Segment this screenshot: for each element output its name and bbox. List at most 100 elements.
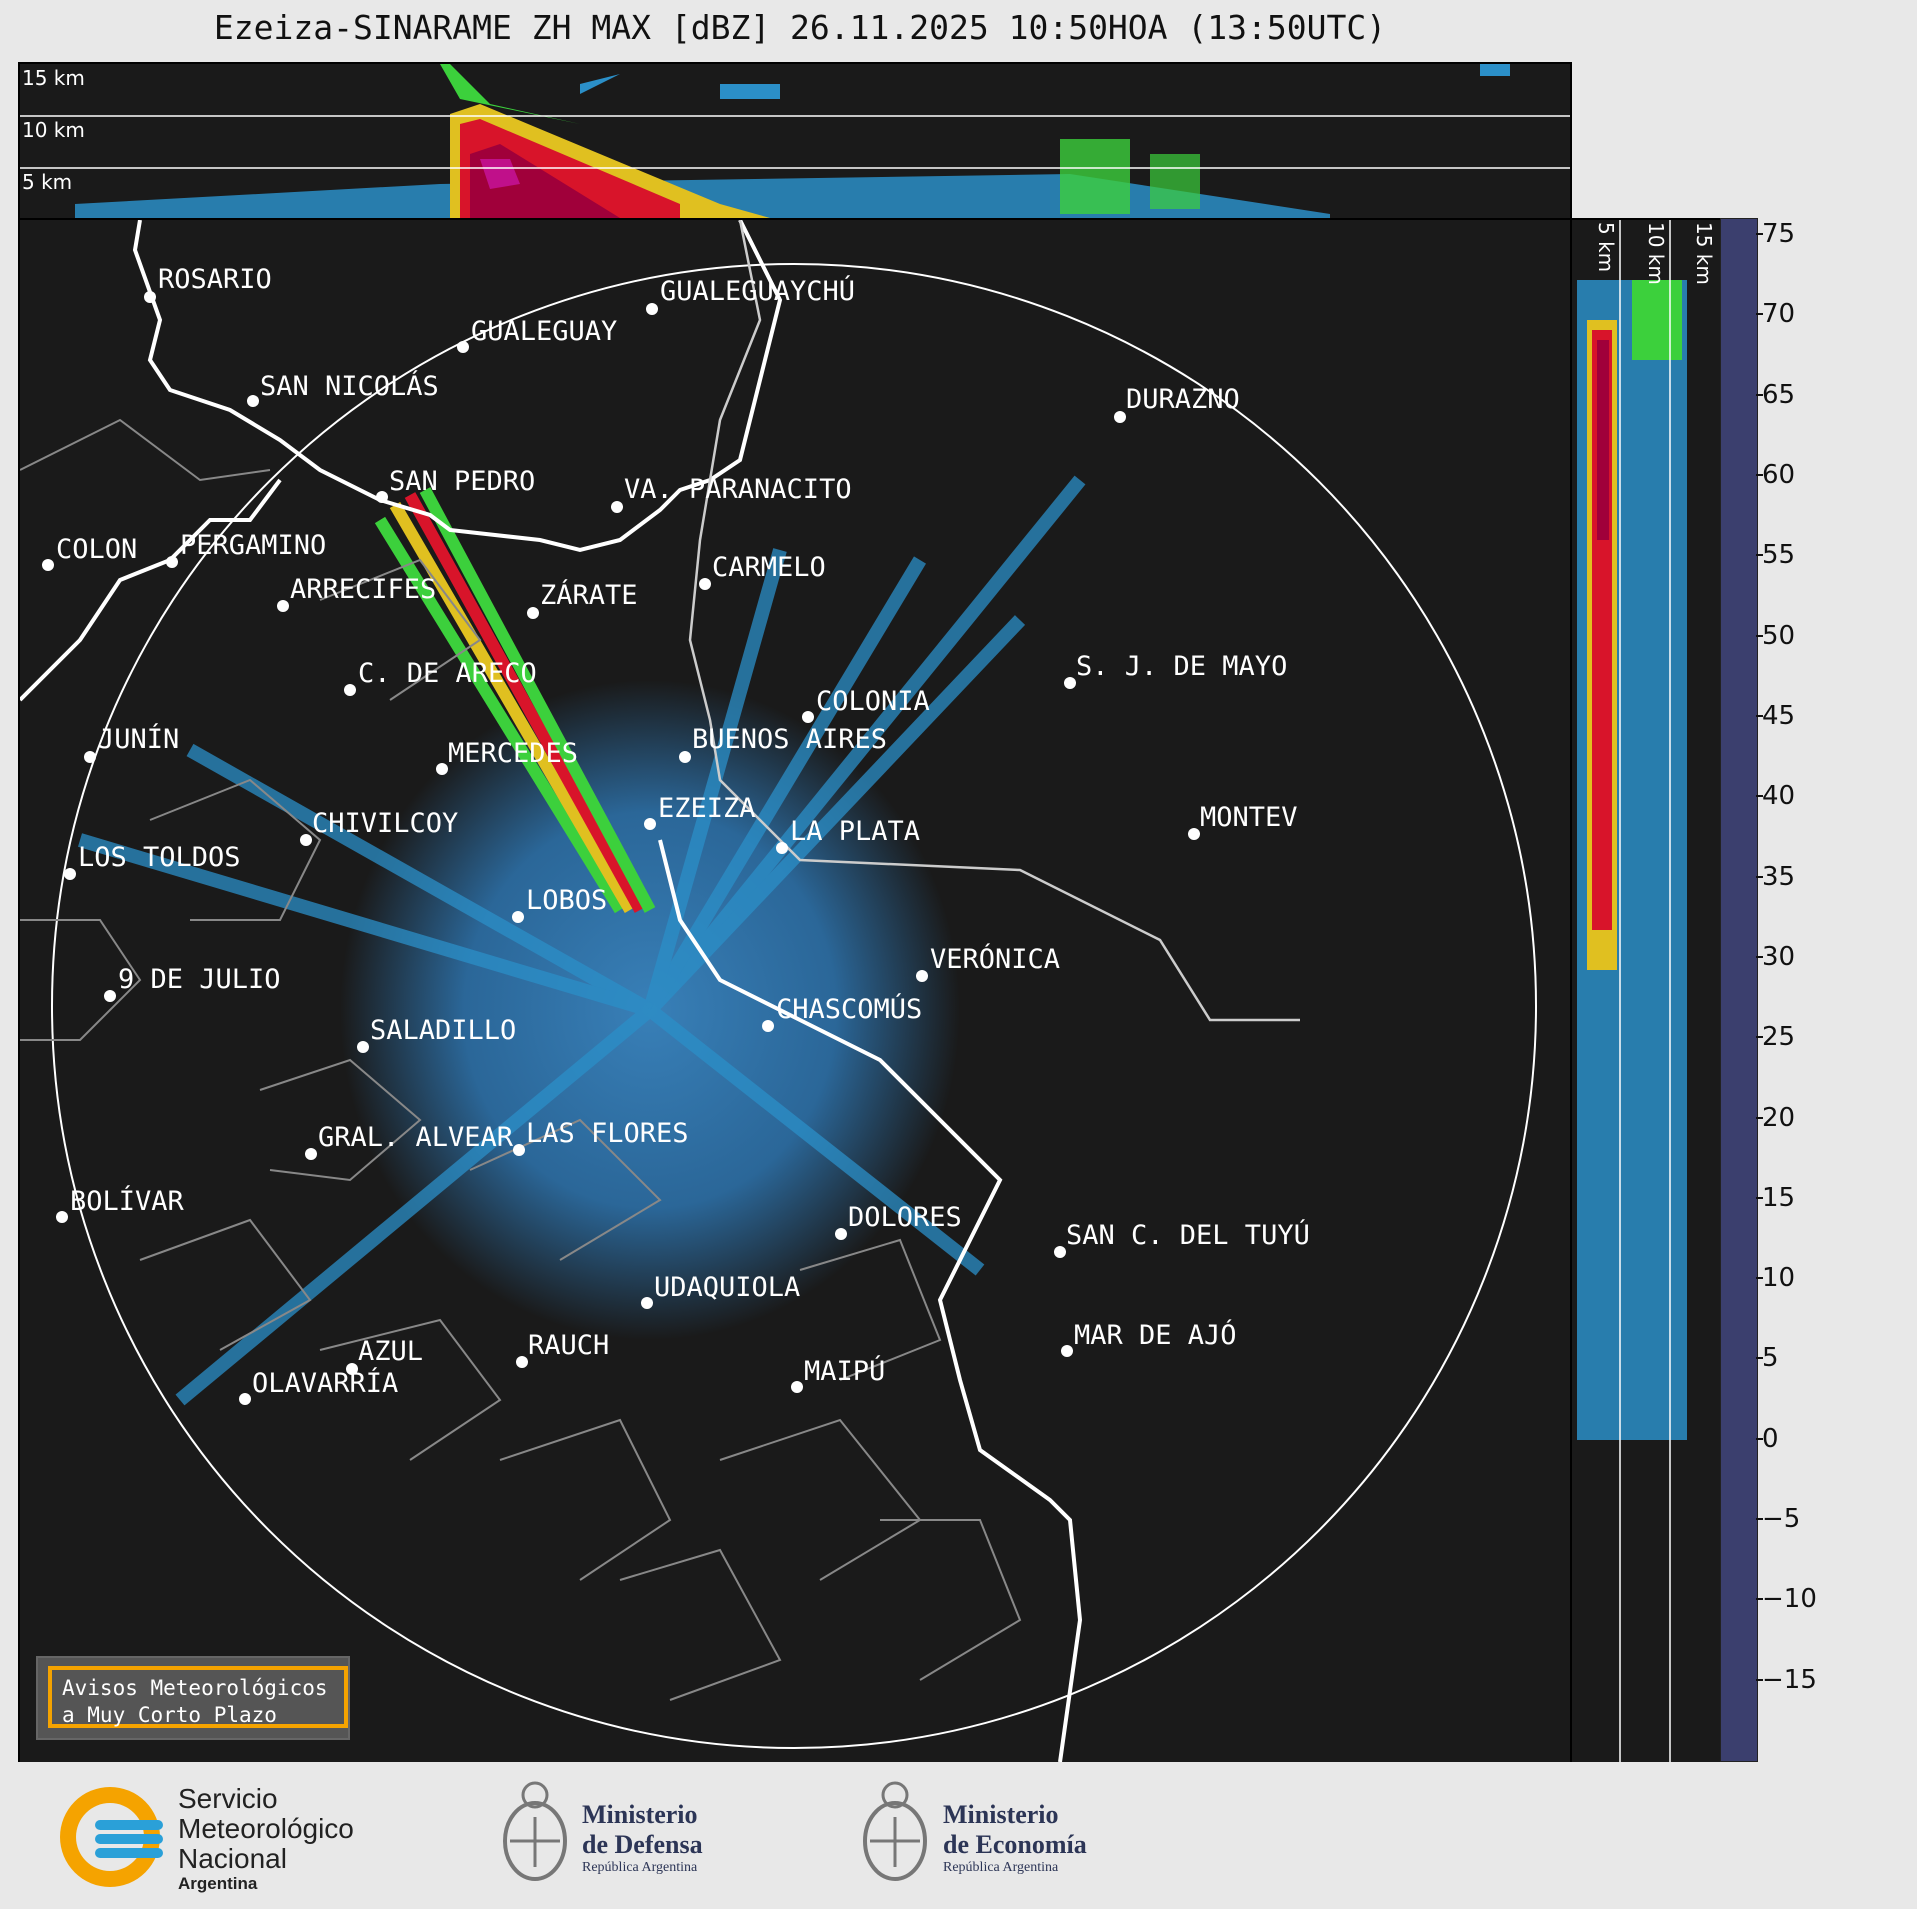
side-alt-label-15km: 15 km [1692,222,1716,285]
colorbar-tick-mark [1756,1598,1763,1601]
city-label: JUNÍN [98,723,179,755]
colorbar-tick-mark [1756,554,1763,557]
city-label: AZUL [358,1336,423,1367]
economia-line2: de Economía [943,1830,1087,1859]
city-label: VA. PARANACITO [624,474,852,505]
city-label: PERGAMINO [180,530,326,561]
city-label: GRAL. ALVEAR [318,1122,514,1153]
city-label: DOLORES [848,1202,962,1233]
city-label: SAN PEDRO [389,466,535,497]
city-label: LOS TOLDOS [78,842,241,873]
economia-logo-text: Ministerio de Economía República Argenti… [943,1800,1087,1876]
city-label: MONTEV [1200,802,1298,833]
city-label: SAN C. DEL TUYÚ [1066,1219,1310,1251]
city-labels: ROSARIO GUALEGUAYCHÚ GUALEGUAY SAN NICOL… [56,264,1310,1399]
alt-label-5km: 5 km [22,170,73,194]
top-cross-section-plot [20,64,1570,218]
border-line [20,478,282,702]
radar-map-svg: ROSARIO GUALEGUAYCHÚ GUALEGUAY SAN NICOL… [20,220,1537,1762]
colorbar-tick-label: 50 [1762,620,1796,651]
avisos-label[interactable]: Avisos Meteorológicos a Muy Corto Plazo [48,1666,348,1728]
smn-logo-icon [60,1787,163,1887]
colorbar-tick-label: 60 [1762,460,1796,490]
city-label: BUENOS AIRES [692,724,887,755]
side-alt-label-10km: 10 km [1644,222,1668,285]
city-label: VERÓNICA [930,943,1060,975]
colorbar-tick-mark [1756,875,1763,878]
smn-line1: Servicio [178,1783,278,1814]
city-label: COLONIA [816,686,930,717]
colorbar-tick-mark [1756,1518,1763,1521]
avisos-box[interactable]: Avisos Meteorológicos a Muy Corto Plazo [36,1656,350,1740]
city-label: CHASCOMÚS [776,993,922,1025]
colorbar-tick-mark [1756,1678,1763,1681]
storm-band [374,487,656,914]
city-label: OLAVARRÍA [252,1367,398,1399]
colorbar [1720,218,1758,1762]
colorbar-tick-label: 70 [1762,299,1796,330]
city-label: 9 DE JULIO [118,964,281,995]
side-alt-label-5km: 5 km [1594,222,1618,273]
colorbar-tick-label: 30 [1762,941,1796,972]
smn-logo-text: Servicio Meteorológico Nacional Argentin… [178,1784,354,1894]
colorbar-tick-mark [1756,1196,1763,1199]
colorbar-tick-mark [1756,1036,1763,1039]
argentina-seal-icon [503,1781,567,1881]
city-label: SAN NICOLÁS [260,370,439,402]
city-label: EZEIZA [658,793,756,824]
city-label: C. DE ARECO [358,658,537,689]
city-label: ZÁRATE [540,579,638,611]
range-ring [51,263,1537,1749]
uruguay-coast [688,220,1300,1022]
colorbar-tick-label: 5 [1762,1343,1779,1374]
colorbar-tick-mark [1756,955,1763,958]
city-label: UDAQUIOLA [654,1272,800,1303]
city-label: BOLÍVAR [70,1185,185,1217]
city-label: MAR DE AJÓ [1074,1319,1237,1351]
colorbar-tick-label: 35 [1762,861,1796,892]
defensa-logo-text: Ministerio de Defensa República Argentin… [582,1800,703,1876]
colorbar-tick-mark [1756,1116,1763,1119]
coastline-north [132,220,783,553]
colorbar-tick-mark [1756,474,1763,476]
colorbar-tick-mark [1756,233,1763,236]
city-label: RAUCH [528,1330,609,1361]
colorbar-tick-label: −15 [1762,1664,1817,1695]
colorbar-tick-label: 25 [1762,1022,1796,1053]
city-label: DURAZNO [1126,384,1240,415]
side-cross-section: 5 km 10 km 15 km [1570,218,1722,1764]
colorbar-tick-label: 45 [1762,700,1796,731]
side-cross-section-plot [1577,220,1687,1762]
economia-line3: República Argentina [943,1860,1059,1875]
city-label: SALADILLO [370,1015,516,1046]
colorbar-tick-label: 10 [1762,1263,1796,1294]
smn-line3: Nacional [178,1843,287,1874]
colorbar-tick-mark [1756,795,1763,798]
smn-line2: Meteorológico [178,1813,354,1844]
avisos-line2: a Muy Corto Plazo [62,1703,277,1727]
colorbar-tick-mark [1756,1277,1763,1280]
defensa-line1: Ministerio [582,1800,698,1829]
city-label: CARMELO [712,552,826,583]
colorbar-tick-mark [1756,1437,1763,1440]
city-markers [42,291,1200,1405]
city-label: CHIVILCOY [312,808,458,839]
colorbar-tick-mark [1756,714,1763,717]
colorbar-tick-label: −10 [1762,1584,1817,1615]
city-label: LAS FLORES [526,1118,689,1149]
defensa-line2: de Defensa [582,1830,703,1859]
colorbar-tick-label: 20 [1762,1102,1796,1133]
city-label: GUALEGUAY [471,316,617,347]
defensa-line3: República Argentina [582,1860,698,1875]
city-label: GUALEGUAYCHÚ [660,275,855,307]
city-label: MAIPÚ [804,1355,885,1387]
echo-rays [77,475,1086,1406]
alt-label-15km: 15 km [22,66,85,90]
city-label: LOBOS [526,885,607,916]
city-label: S. J. DE MAYO [1076,651,1287,682]
chart-title: Ezeiza-SINARAME ZH MAX [dBZ] 26.11.2025 … [213,8,1387,47]
coastline-south [658,839,1083,1762]
colorbar-tick-label: 0 [1762,1423,1779,1454]
colorbar-tick-mark [1756,313,1763,316]
alt-label-10km: 10 km [22,118,85,142]
